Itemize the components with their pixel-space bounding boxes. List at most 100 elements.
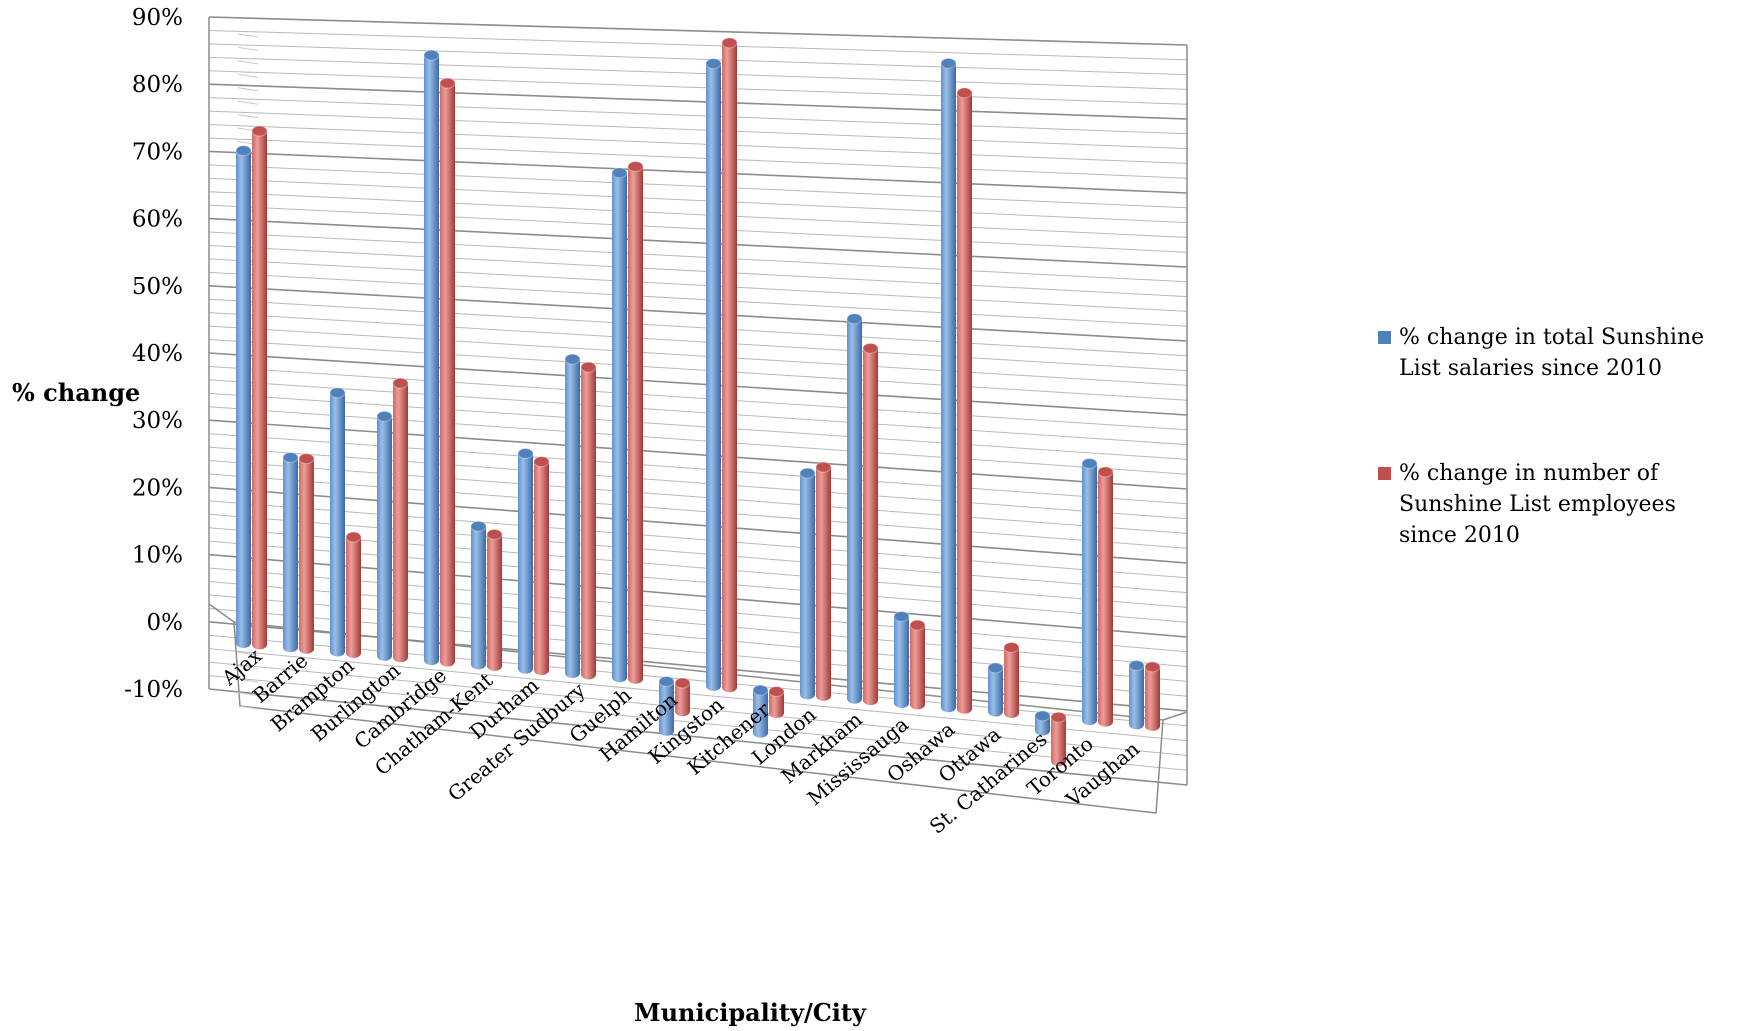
gridline xyxy=(208,419,1188,490)
gridline xyxy=(208,553,1188,638)
gridline xyxy=(208,607,1188,697)
gridline xyxy=(208,634,1188,727)
gridline xyxy=(208,56,1188,90)
floor-right-edge xyxy=(1162,711,1188,721)
gridline xyxy=(208,150,1188,194)
bar-salaries-kingston xyxy=(705,58,722,691)
gridline xyxy=(208,567,1188,653)
bar-employees-vaughan xyxy=(1144,661,1161,731)
gridline xyxy=(208,325,1188,386)
axis-guide xyxy=(237,692,259,697)
bars xyxy=(235,37,1161,767)
gridline xyxy=(208,204,1188,253)
gridline xyxy=(208,164,1188,209)
y-tick-label: 80% xyxy=(132,72,183,98)
bar-salaries-hamilton xyxy=(658,676,675,736)
gridline xyxy=(208,486,1188,564)
gridline xyxy=(208,379,1188,446)
gridline xyxy=(208,446,1188,520)
x-axis-label: Municipality/City xyxy=(634,998,866,1027)
y-axis-ticks: -10% 0% 10% 20% 30% 40% 50% 60% 70% 80% 90% xyxy=(124,5,183,703)
y-tick-label: 40% xyxy=(132,341,183,367)
bar-salaries-oshawa xyxy=(940,57,957,713)
gridline xyxy=(208,365,1188,431)
gridline xyxy=(208,460,1188,534)
axis-guide xyxy=(237,73,259,78)
axis-guide xyxy=(237,114,259,119)
bar-salaries-toronto xyxy=(1081,457,1098,726)
legend-item-salaries: % change in total Sunshine List salaries… xyxy=(1373,322,1723,384)
bar-salaries-burlington xyxy=(376,410,393,661)
gridline xyxy=(208,527,1188,608)
gridline xyxy=(208,124,1188,164)
bar-salaries-chatham-kent xyxy=(470,520,487,670)
y-tick-label: 30% xyxy=(132,408,183,434)
axis-guide xyxy=(237,651,259,656)
bar-salaries-greater-sudbury xyxy=(564,353,581,678)
gridline xyxy=(208,661,1188,756)
bar-salaries-durham xyxy=(517,448,534,674)
axis-guide xyxy=(237,33,259,38)
gridline xyxy=(208,648,1188,742)
bar-employees-brampton xyxy=(345,531,362,658)
bar-employees-cambridge xyxy=(439,77,456,667)
gridline xyxy=(208,580,1188,668)
legend-label-salaries: % change in total Sunshine List salaries… xyxy=(1399,325,1705,381)
bar-salaries-guelph xyxy=(611,167,628,683)
bar-salaries-ajax xyxy=(235,145,252,648)
legend-swatch-employees xyxy=(1378,467,1391,480)
bar-employees-markham xyxy=(862,342,879,706)
gridline xyxy=(208,312,1188,372)
gridline xyxy=(208,137,1188,179)
gridline xyxy=(208,688,1188,786)
axis-guide xyxy=(237,60,259,65)
bar-salaries-vaughan xyxy=(1128,659,1145,730)
gridline xyxy=(208,352,1188,416)
gridline xyxy=(208,244,1188,298)
y-tick-label: 0% xyxy=(147,610,184,636)
legend: % change in total Sunshine List salaries… xyxy=(1373,322,1723,551)
gridline xyxy=(208,406,1188,475)
floor-left-edge xyxy=(208,603,235,623)
gridline xyxy=(208,594,1188,682)
bar-employees-hamilton xyxy=(674,677,691,717)
gridline xyxy=(208,177,1188,224)
bar-employees-barrie xyxy=(298,453,315,654)
bar-salaries-brampton xyxy=(329,387,346,657)
gridline xyxy=(208,285,1188,342)
bar-employees-chatham-kent xyxy=(486,528,503,671)
bar-employees-kingston xyxy=(721,37,738,693)
gridline xyxy=(208,97,1188,135)
legend-label-employees: % change in number of Sunshine List empl… xyxy=(1399,461,1676,548)
y-tick-label: 10% xyxy=(132,543,183,569)
y-tick-label: 50% xyxy=(132,274,183,300)
gridline xyxy=(208,339,1188,401)
axis-guide xyxy=(237,87,259,92)
bar-employees-ajax xyxy=(251,125,268,650)
bar-salaries-st-catharines xyxy=(1034,710,1051,736)
gridline xyxy=(208,43,1188,76)
gridline xyxy=(208,29,1188,61)
gridlines xyxy=(208,16,1188,814)
y-tick-label: -10% xyxy=(124,677,183,703)
legend-swatch-salaries xyxy=(1378,331,1391,344)
gridline xyxy=(208,110,1188,150)
y-tick-label: 70% xyxy=(132,139,183,165)
gridline xyxy=(208,675,1188,771)
bar-employees-greater-sudbury xyxy=(580,361,597,680)
axis-guide xyxy=(237,705,259,710)
bar-employees-london xyxy=(815,461,832,701)
bar-employees-toronto xyxy=(1097,466,1114,727)
axis-guide xyxy=(237,46,259,51)
gridline xyxy=(208,16,1188,46)
bar-employees-burlington xyxy=(392,377,409,663)
gridline xyxy=(208,271,1188,327)
gridline xyxy=(208,258,1188,312)
y-axis-label: % change xyxy=(12,378,141,407)
bar-salaries-london xyxy=(799,467,816,700)
y-tick-label: 20% xyxy=(132,475,183,501)
bar-salaries-cambridge xyxy=(423,49,440,666)
gridline xyxy=(208,473,1188,549)
bar-salaries-mississauga xyxy=(893,611,910,708)
